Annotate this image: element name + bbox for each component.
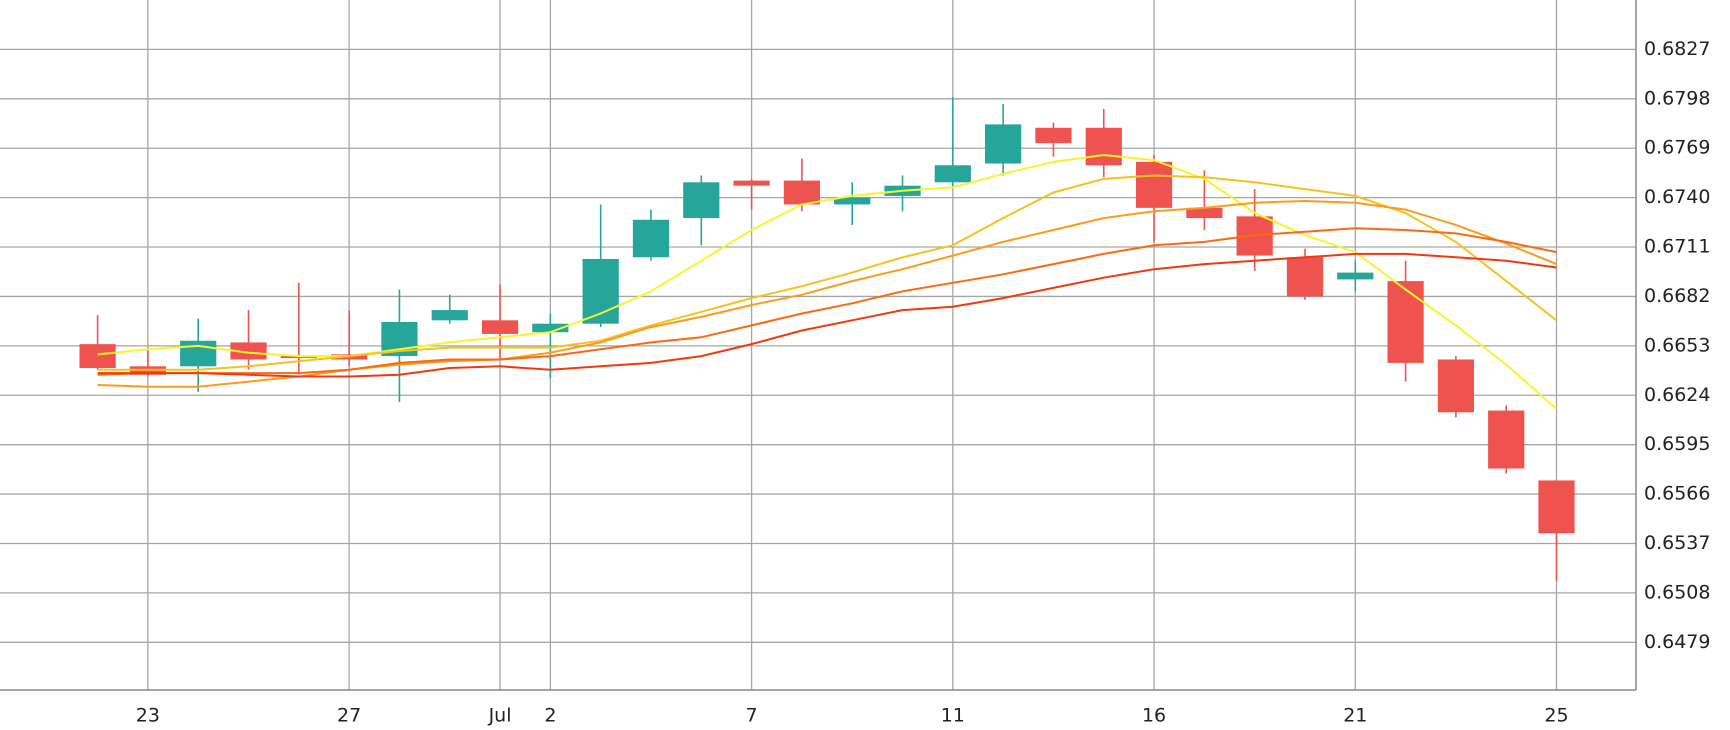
y-tick-label: 0.6769: [1644, 137, 1710, 159]
y-tick-label: 0.6537: [1644, 532, 1710, 554]
candle-body: [532, 323, 569, 333]
y-tick-label: 0.6595: [1644, 433, 1710, 455]
candle-body: [1135, 161, 1173, 208]
candle-body: [79, 344, 116, 368]
y-tick-label: 0.6624: [1644, 384, 1710, 406]
x-tick-label: 21: [1343, 705, 1367, 727]
candle-body: [1387, 281, 1424, 363]
y-tick-label: 0.6566: [1644, 483, 1710, 505]
x-tick-label: 16: [1142, 705, 1166, 727]
candle-body: [783, 180, 821, 205]
candle-body: [431, 310, 468, 321]
moving-average-line: [97, 174, 1558, 371]
candle-body: [1085, 127, 1122, 166]
y-tick-label: 0.6827: [1644, 38, 1710, 60]
x-tick-label: 23: [136, 705, 160, 727]
candle-body: [1286, 257, 1324, 297]
y-tick-label: 0.6740: [1644, 186, 1710, 208]
candle-body: [180, 340, 217, 367]
y-tick-label: 0.6479: [1644, 631, 1710, 653]
candle-body: [1337, 272, 1374, 280]
moving-average-line: [97, 227, 1557, 376]
x-tick-label: 25: [1544, 705, 1568, 727]
y-tick-label: 0.6508: [1644, 581, 1710, 603]
candle-body: [934, 165, 971, 183]
y-tick-label: 0.6682: [1644, 285, 1710, 307]
moving-average-line: [97, 252, 1557, 378]
candle-body: [733, 180, 770, 186]
candle-body: [834, 197, 871, 205]
candle-body: [1538, 480, 1575, 534]
candle-body: [1186, 207, 1223, 219]
x-tick-label: 11: [941, 705, 965, 727]
x-tick-label: 2: [544, 705, 556, 727]
candle-body: [481, 320, 519, 334]
candle-body: [1035, 127, 1072, 144]
y-tick-label: 0.6798: [1644, 87, 1710, 109]
candle-body: [632, 219, 670, 258]
candle-body: [683, 182, 720, 219]
candle-body: [1488, 410, 1525, 469]
x-tick-label: Jul: [488, 705, 512, 727]
candle-body: [230, 342, 267, 360]
y-tick-label: 0.6711: [1644, 236, 1710, 258]
x-tick-label: 7: [746, 705, 758, 727]
x-tick-label: 27: [337, 705, 361, 727]
y-tick-label: 0.6653: [1644, 334, 1710, 356]
candle-body: [1437, 359, 1475, 413]
candle-body: [985, 124, 1022, 164]
